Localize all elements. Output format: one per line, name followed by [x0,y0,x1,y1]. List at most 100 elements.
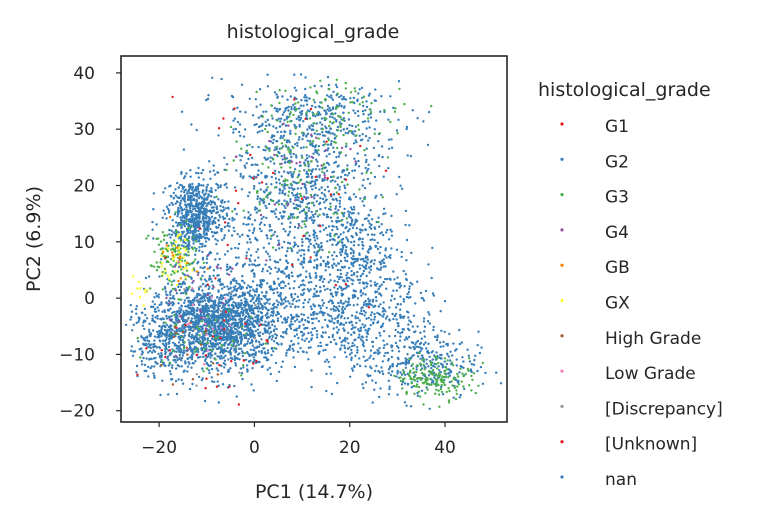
scatter-point [365,105,369,109]
scatter-point [240,188,244,191]
scatter-point [169,293,172,296]
scatter-point [295,117,298,121]
scatter-point [382,258,385,261]
scatter-point [427,365,430,368]
scatter-point [415,351,419,354]
scatter-point [331,266,334,269]
scatter-point [331,228,334,232]
scatter-point [208,371,211,375]
scatter-point [328,273,332,276]
scatter-point [287,273,291,277]
scatter-point [272,138,275,141]
scatter-point [171,304,174,307]
scatter-point [408,224,411,227]
scatter-point [150,305,153,308]
scatter-point [384,277,387,281]
scatter-point [258,223,262,226]
scatter-point [169,324,173,328]
scatter-point [361,184,364,187]
scatter-point [336,280,339,284]
scatter-point [237,321,240,324]
scatter-point [219,351,222,354]
scatter-point [211,220,214,224]
scatter-point [407,323,410,326]
scatter-point [233,288,237,291]
scatter-point [323,201,326,204]
scatter-point [395,129,399,132]
scatter-point [194,203,198,206]
scatter-point [177,378,180,381]
scatter-point [345,245,348,249]
scatter-point [213,322,217,325]
scatter-point [283,204,286,207]
scatter-point [300,313,303,316]
scatter-point [228,225,231,228]
scatter-point [188,335,191,338]
scatter-point [383,354,386,358]
scatter-point [247,312,250,316]
scatter-point [264,174,267,178]
scatter-point [368,222,371,225]
scatter-point [153,342,156,346]
scatter-point [409,154,413,158]
scatter-point [181,314,184,317]
scatter-point [208,222,211,226]
scatter-point [298,274,302,277]
scatter-point [184,213,188,217]
scatter-point [343,256,346,259]
scatter-point [266,73,269,76]
scatter-point [194,314,198,318]
scatter-point [205,257,209,260]
scatter-point [301,244,304,247]
scatter-point [207,237,210,241]
scatter-point [215,225,218,229]
scatter-point [229,367,232,370]
scatter-point [403,382,407,385]
scatter-point [409,405,413,408]
scatter-point [395,318,398,321]
scatter-point [208,275,211,278]
scatter-point [227,333,230,336]
scatter-point [147,351,150,354]
scatter-point [195,128,198,132]
scatter-point [302,146,305,149]
scatter-point [231,219,234,222]
scatter-point [308,207,311,210]
scatter-point [188,331,191,335]
scatter-point [200,347,203,351]
scatter-point [176,364,179,367]
scatter-point [201,352,205,355]
scatter-point [416,355,420,358]
scatter-point [287,105,290,109]
scatter-point [407,290,411,294]
scatter-point [298,324,301,328]
scatter-point [341,305,345,309]
scatter-point [265,290,268,293]
scatter-point [270,287,273,290]
scatter-point [296,192,299,195]
scatter-point [373,351,376,355]
scatter-point [254,306,258,310]
scatter-point [142,319,146,322]
scatter-point [350,261,353,265]
scatter-point [460,365,463,369]
scatter-point [461,356,464,359]
scatter-point [303,253,306,256]
scatter-point [183,319,186,323]
scatter-point [183,301,186,305]
scatter-point [248,229,251,232]
scatter-point [351,341,354,345]
scatter-point [335,326,338,329]
scatter-point [189,175,192,178]
scatter-point [256,316,259,319]
scatter-point [234,364,238,367]
scatter-point [242,135,246,138]
scatter-point [337,155,341,158]
scatter-point [416,325,419,328]
scatter-point [141,351,144,354]
scatter-point [300,112,304,115]
scatter-point [340,276,343,279]
scatter-point [220,306,224,309]
scatter-point [194,215,198,218]
scatter-point [223,156,226,159]
